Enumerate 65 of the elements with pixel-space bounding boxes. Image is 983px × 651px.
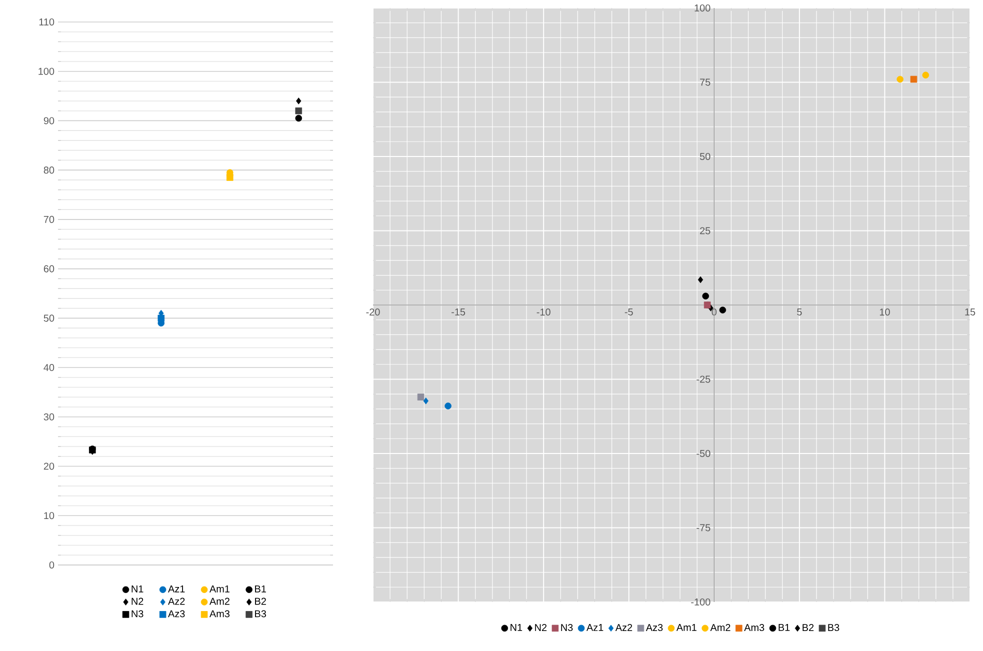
point: [922, 72, 930, 78]
point: [295, 114, 302, 122]
y-tick-label: -25: [696, 376, 710, 383]
legend-label: N2: [535, 624, 547, 631]
legend-label: N1: [132, 585, 144, 592]
y-tick-label: 100: [694, 4, 710, 12]
y-tick-label: 60: [44, 265, 54, 272]
y-tick-label: 50: [700, 152, 710, 160]
legend-label: Az3: [646, 624, 663, 632]
legend-label: Am1: [209, 585, 230, 592]
point: [296, 98, 302, 104]
point: [910, 76, 918, 83]
legend-label: B3: [828, 624, 840, 632]
legend-label: N3: [561, 624, 573, 632]
y-tick-label: 30: [44, 413, 54, 420]
legend-label: Am3: [744, 624, 764, 632]
x-tick-label: 5: [797, 308, 802, 316]
legend-label: B2: [255, 598, 266, 605]
legend-label: Az1: [168, 585, 185, 592]
y-tick-label: 80: [44, 166, 54, 174]
y-tick-label: 0: [49, 561, 54, 569]
point: [444, 402, 452, 410]
y-tick-label: 100: [38, 68, 54, 75]
point: [417, 394, 424, 400]
y-tick-label: -100: [691, 598, 710, 606]
legend-label: B1: [778, 624, 790, 631]
legend-label: Am2: [209, 598, 230, 605]
legend-label: B1: [255, 585, 266, 592]
legend-label: B2: [802, 624, 814, 631]
point: [698, 276, 704, 284]
point: [719, 306, 726, 314]
x-tick-label: -5: [624, 308, 633, 316]
point: [226, 174, 234, 181]
legend-label: Az3: [168, 610, 185, 618]
legend-label: B3: [255, 610, 266, 618]
legend-label: N1: [510, 624, 522, 631]
y-tick-label: 20: [44, 462, 54, 470]
legend-label: Az2: [615, 624, 632, 631]
y-tick-label: 50: [44, 314, 54, 322]
point: [896, 76, 904, 83]
y-tick-label: 10: [44, 512, 54, 520]
legend-label: Az1: [586, 624, 604, 631]
x-tick-label: -15: [452, 308, 466, 316]
x-tick-label: -10: [536, 308, 550, 316]
x-tick-label: 10: [880, 308, 890, 316]
y-tick-label: 25: [700, 227, 710, 234]
y-tick-label: -50: [696, 450, 710, 458]
point: [158, 314, 165, 322]
legend-label: N2: [132, 598, 144, 605]
point: [295, 107, 302, 114]
legend-label: Am1: [676, 624, 696, 631]
point: [423, 398, 428, 404]
y-tick-label: 75: [700, 78, 710, 86]
x-tick-label: 15: [965, 308, 976, 316]
y-tick-label: -75: [696, 524, 710, 532]
x-tick-label: -20: [366, 308, 380, 316]
y-tick-label: 40: [44, 364, 54, 372]
y-tick-label: 90: [44, 117, 54, 124]
legend-label: Az2: [168, 598, 185, 605]
legend-label: Am2: [710, 624, 730, 631]
legend-label: N3: [132, 610, 144, 618]
y-tick-label: 110: [39, 18, 54, 26]
legend-label: Am3: [209, 610, 230, 618]
point: [702, 292, 710, 300]
y-tick-label: 70: [44, 216, 54, 223]
